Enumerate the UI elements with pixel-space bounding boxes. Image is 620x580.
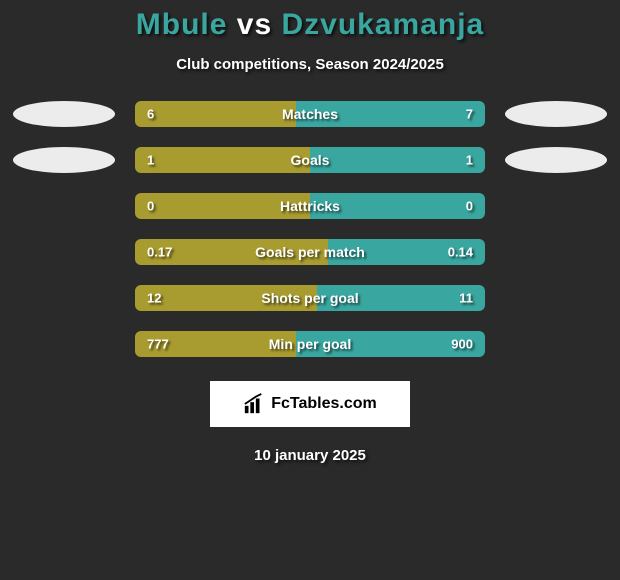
- stat-label: Goals: [291, 152, 330, 168]
- stat-value-right: 900: [451, 337, 473, 352]
- date-text: 10 january 2025: [0, 447, 620, 464]
- stat-row: 777 Min per goal 900: [0, 331, 620, 357]
- branding-box[interactable]: FcTables.com: [210, 381, 410, 427]
- stat-label: Hattricks: [280, 198, 340, 214]
- stat-value-left: 12: [147, 291, 161, 306]
- stat-bar: 6 Matches 7: [135, 101, 485, 127]
- bar-right-segment: [310, 147, 485, 173]
- ellipse-placeholder: [13, 285, 115, 311]
- stat-label: Min per goal: [269, 336, 351, 352]
- player2-ellipse-icon: [505, 101, 607, 127]
- player1-name: Mbule: [136, 8, 228, 41]
- stat-bar: 0.17 Goals per match 0.14: [135, 239, 485, 265]
- stat-row: 12 Shots per goal 11: [0, 285, 620, 311]
- player2-name: Dzvukamanja: [281, 8, 484, 41]
- ellipse-placeholder: [505, 331, 607, 357]
- vs-text: vs: [237, 8, 272, 41]
- player2-ellipse-icon: [505, 147, 607, 173]
- ellipse-placeholder: [505, 193, 607, 219]
- stat-row: 0.17 Goals per match 0.14: [0, 239, 620, 265]
- branding-text: FcTables.com: [271, 395, 377, 413]
- stat-value-left: 6: [147, 107, 154, 122]
- stat-bar: 0 Hattricks 0: [135, 193, 485, 219]
- ellipse-placeholder: [13, 193, 115, 219]
- stats-rows: 6 Matches 7 1 Goals 1 0 Hattricks 0 0.17 Goals per…: [0, 101, 620, 357]
- bar-left-segment: [135, 101, 296, 127]
- stat-value-right: 0: [466, 199, 473, 214]
- stat-row: 0 Hattricks 0: [0, 193, 620, 219]
- stat-row: 6 Matches 7: [0, 101, 620, 127]
- stat-label: Goals per match: [255, 244, 365, 260]
- ellipse-placeholder: [13, 239, 115, 265]
- player1-ellipse-icon: [13, 101, 115, 127]
- ellipse-placeholder: [13, 331, 115, 357]
- stat-value-left: 0: [147, 199, 154, 214]
- stat-value-left: 1: [147, 153, 154, 168]
- player1-ellipse-icon: [13, 147, 115, 173]
- ellipse-placeholder: [505, 239, 607, 265]
- stat-bar: 1 Goals 1: [135, 147, 485, 173]
- stat-label: Matches: [282, 106, 338, 122]
- bar-left-segment: [135, 147, 310, 173]
- stat-row: 1 Goals 1: [0, 147, 620, 173]
- stat-value-left: 777: [147, 337, 169, 352]
- stat-value-right: 11: [459, 291, 473, 306]
- stat-value-right: 7: [466, 107, 473, 122]
- stat-value-right: 1: [466, 153, 473, 168]
- stat-value-left: 0.17: [147, 245, 172, 260]
- chart-icon: [243, 393, 265, 415]
- stat-value-right: 0.14: [448, 245, 473, 260]
- stat-label: Shots per goal: [261, 290, 358, 306]
- stat-bar: 777 Min per goal 900: [135, 331, 485, 357]
- stat-bar: 12 Shots per goal 11: [135, 285, 485, 311]
- ellipse-placeholder: [505, 285, 607, 311]
- page-title: Mbule vs Dzvukamanja: [0, 8, 620, 42]
- subtitle: Club competitions, Season 2024/2025: [0, 56, 620, 73]
- comparison-container: Mbule vs Dzvukamanja Club competitions, …: [0, 0, 620, 464]
